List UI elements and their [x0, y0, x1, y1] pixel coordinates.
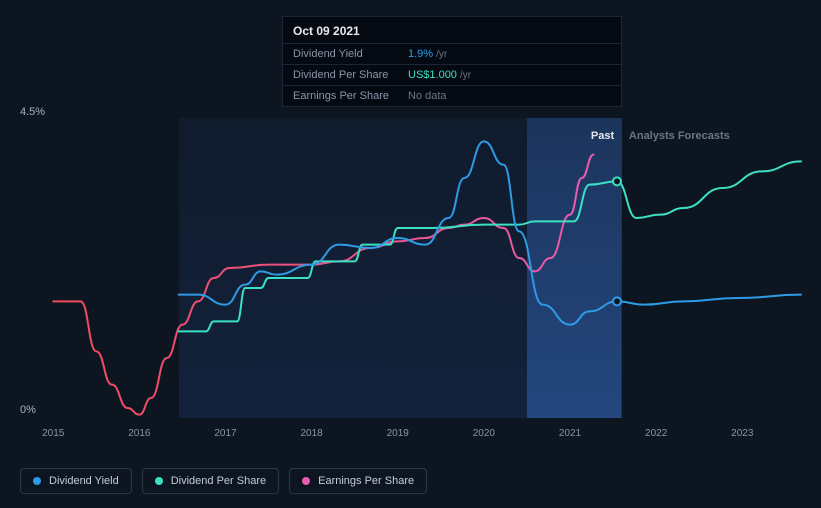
chart-lines	[18, 118, 801, 418]
tooltip-metric-label: Dividend Per Share	[293, 69, 408, 81]
legend-label: Dividend Yield	[49, 475, 119, 487]
legend-label: Earnings Per Share	[318, 475, 414, 487]
x-tick: 2019	[387, 428, 409, 439]
legend-dot-icon	[33, 477, 41, 485]
legend-label: Dividend Per Share	[171, 475, 266, 487]
x-tick: 2017	[214, 428, 236, 439]
tooltip-row: Dividend Per ShareUS$1.000/yr	[283, 64, 621, 85]
tooltip-suffix: /yr	[436, 49, 447, 60]
dy-line	[179, 141, 801, 324]
tooltip-metric-value: 1.9%	[408, 48, 433, 60]
legend-dot-icon	[302, 477, 310, 485]
tooltip-metric-label: Earnings Per Share	[293, 90, 408, 102]
x-tick: 2016	[128, 428, 150, 439]
x-tick: 2020	[473, 428, 495, 439]
x-tick: 2022	[645, 428, 667, 439]
dps-line	[179, 161, 801, 331]
hover-tooltip: Oct 09 2021 Dividend Yield1.9%/yrDividen…	[282, 16, 622, 107]
tooltip-metric-value: US$1.000	[408, 69, 457, 81]
plot-area[interactable]: Past Analysts Forecasts	[18, 118, 801, 418]
x-tick: 2023	[731, 428, 753, 439]
legend-item[interactable]: Earnings Per Share	[289, 468, 427, 494]
legend: Dividend Yield Dividend Per Share Earnings…	[20, 468, 427, 494]
legend-dot-icon	[155, 477, 163, 485]
tooltip-row: Earnings Per ShareNo data	[283, 85, 621, 106]
x-tick: 2015	[42, 428, 64, 439]
tooltip-metric-value: No data	[408, 90, 447, 102]
eps-line	[53, 155, 593, 415]
tooltip-date: Oct 09 2021	[283, 17, 621, 43]
tooltip-suffix: /yr	[460, 70, 471, 81]
tooltip-row: Dividend Yield1.9%/yr	[283, 43, 621, 64]
legend-item[interactable]: Dividend Per Share	[142, 468, 279, 494]
x-tick: 2021	[559, 428, 581, 439]
dividend-chart: 4.5% 0% Past Analysts Forecasts 20152016…	[0, 0, 821, 440]
dy-line-marker	[613, 297, 621, 305]
legend-item[interactable]: Dividend Yield	[20, 468, 132, 494]
y-axis-max: 4.5%	[20, 106, 45, 118]
dps-line-marker	[613, 177, 621, 185]
x-tick: 2018	[301, 428, 323, 439]
tooltip-metric-label: Dividend Yield	[293, 48, 408, 60]
